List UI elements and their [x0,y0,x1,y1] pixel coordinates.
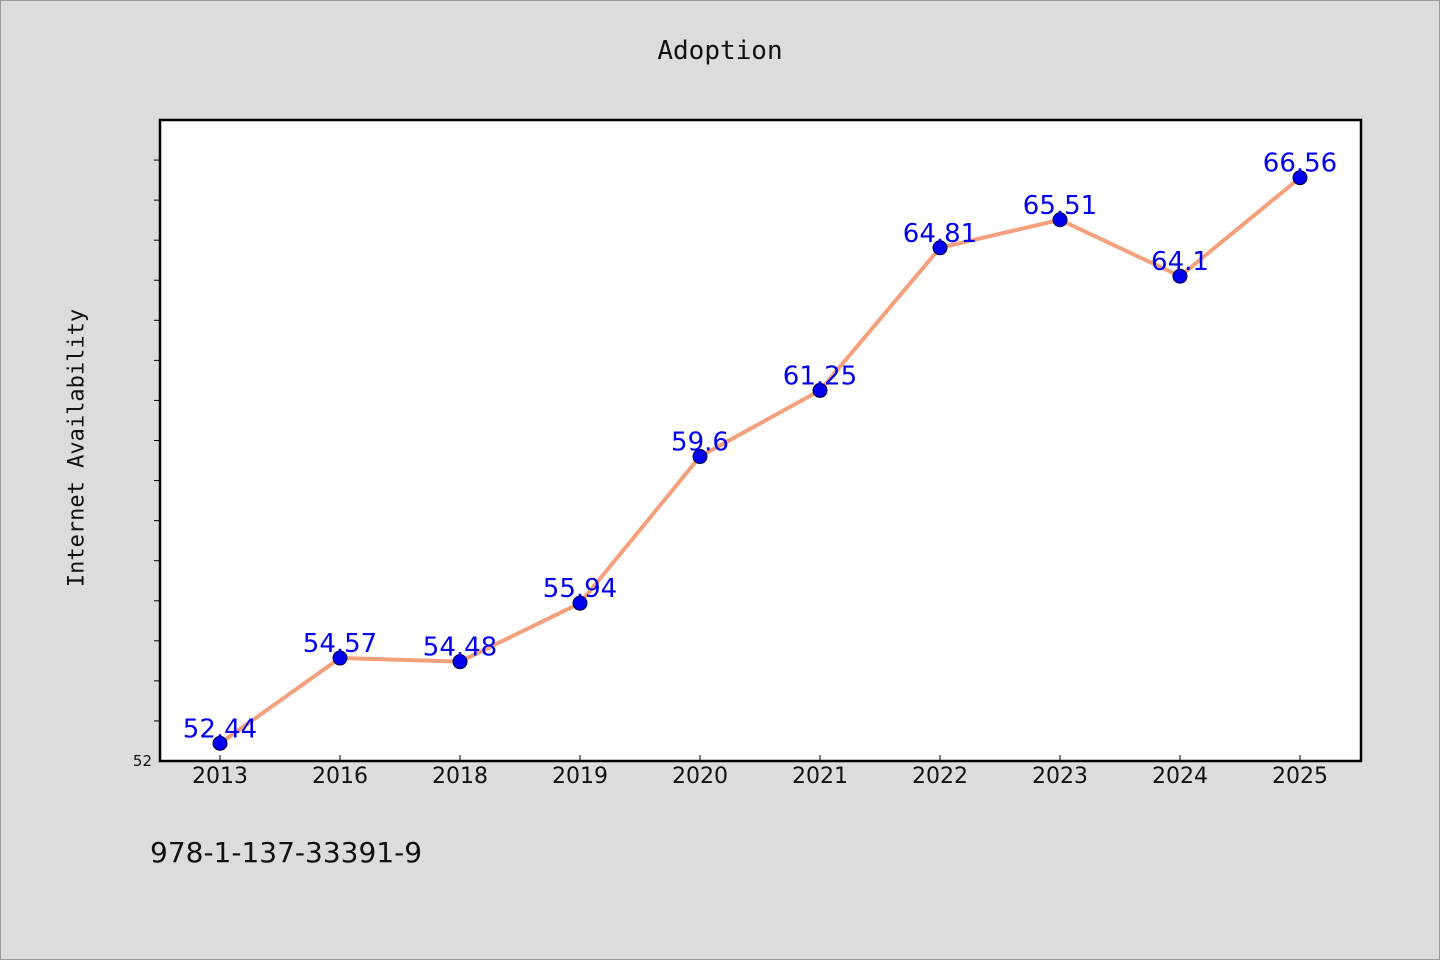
plot-area [158,118,1363,763]
data-label: 52.44 [183,714,257,744]
chart-title: Adoption [657,36,783,66]
data-point [812,382,828,398]
x-tick-label: 2018 [432,764,488,789]
data-label: 55.94 [543,574,617,604]
data-point [1292,170,1308,186]
data-point [692,449,708,465]
x-tick-label: 2022 [912,764,968,789]
data-label: 64.1 [1151,247,1209,277]
x-tick-label: 2024 [1152,764,1208,789]
x-tick-label: 2016 [312,764,368,789]
data-point [212,735,228,751]
x-tick-label: 2019 [552,764,608,789]
data-point [1052,212,1068,228]
x-tick-label: 2013 [192,764,248,789]
data-label: 54.48 [423,633,497,663]
data-label: 59.6 [671,428,729,458]
x-axis-ticks: 2013 2016 2018 2019 2020 2021 2022 2023 2024 2025 [192,755,1328,789]
footer-code: 978-1-137-33391-9 [150,836,423,869]
data-point [932,240,948,256]
data-point [332,650,348,666]
x-tick-label: 2021 [792,764,848,789]
y-tick-label: 52 [133,752,152,770]
data-label: 66.56 [1263,149,1337,179]
x-tick-label: 2023 [1032,764,1088,789]
data-labels: 52.44 54.57 54.48 55.94 59.6 61.25 64.81 65.51 6… [183,149,1337,745]
x-tick-label: 2025 [1272,764,1328,789]
data-label: 65.51 [1023,191,1097,221]
series-lines [218,175,1302,746]
y-axis-ticks: 52 [133,159,160,770]
series-markers [212,170,1308,751]
series-line [218,175,1302,746]
data-point [1172,268,1188,284]
data-point [452,654,468,670]
data-label: 61.25 [783,361,857,391]
data-point [572,595,588,611]
data-label: 54.57 [303,629,377,659]
x-tick-label: 2020 [672,764,728,789]
data-label: 64.81 [903,219,977,249]
